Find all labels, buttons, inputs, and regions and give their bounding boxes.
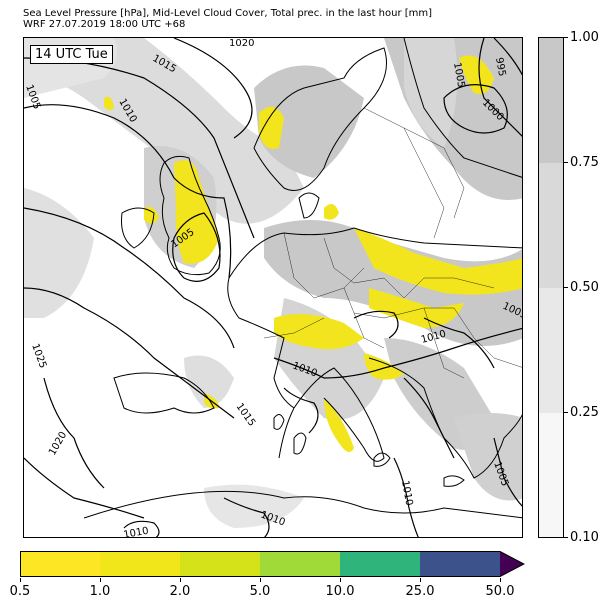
cloud-seg-075-100 xyxy=(539,38,563,163)
cloud-tick-label: 0.25 xyxy=(570,405,599,420)
prec-seg-5.0-10.0 xyxy=(260,551,340,577)
precipitation-colorbar xyxy=(20,551,525,577)
prec-tick-label: 1.0 xyxy=(89,584,111,599)
cloud-tick-mark xyxy=(564,162,568,163)
coastlines xyxy=(83,38,522,519)
prec-seg-0.5-1.0 xyxy=(20,551,100,577)
cloud-seg-025-050 xyxy=(539,288,563,413)
prec-seg-25.0-50.0 xyxy=(420,551,500,577)
prec-tick-mark xyxy=(20,578,21,582)
cloud-tick-label: 0.75 xyxy=(570,155,599,170)
map-canvas: 1020 1015 1005 1010 1005 1025 1020 1015 … xyxy=(24,38,522,538)
isobar-label: 1005 xyxy=(451,62,466,89)
cloud-tick-mark xyxy=(564,37,568,38)
cloud-seg-050-075 xyxy=(539,163,563,288)
isobar-label: 1020 xyxy=(229,38,254,49)
cloud-tick-label: 1.00 xyxy=(570,30,599,45)
prec-tick-mark xyxy=(260,578,261,582)
prec-tick-mark xyxy=(180,578,181,582)
cloud-cover-colorbar xyxy=(538,37,564,538)
isobar-label: 1020 xyxy=(47,430,69,458)
isobar-label: 1025 xyxy=(29,342,48,370)
chart-title: Sea Level Pressure [hPa], Mid-Level Clou… xyxy=(23,8,433,19)
cloud-tick-mark xyxy=(564,537,568,538)
isobar-label: 1010 xyxy=(399,480,414,507)
prec-extend-arrow xyxy=(500,551,524,577)
isobar-label: 1010 xyxy=(420,329,447,346)
prec-seg-2.0-5.0 xyxy=(180,551,260,577)
prec-tick-label: 5.0 xyxy=(249,584,271,599)
prec-tick-mark xyxy=(500,578,501,582)
prec-tick-mark xyxy=(420,578,421,582)
prec-tick-label: 2.0 xyxy=(169,584,191,599)
prec-tick-mark xyxy=(340,578,341,582)
prec-seg-10.0-25.0 xyxy=(340,551,420,577)
prec-tick-label: 25.0 xyxy=(405,584,435,599)
cloud-seg-010-025 xyxy=(539,413,563,537)
prec-tick-label: 50.0 xyxy=(485,584,515,599)
cloud-tick-mark xyxy=(564,287,568,288)
prec-tick-label: 10.0 xyxy=(325,584,355,599)
isobar-label: 995 xyxy=(493,57,507,78)
cloud-tick-mark xyxy=(564,412,568,413)
run-info: WRF 27.07.2019 18:00 UTC +68 xyxy=(23,19,186,30)
valid-time-label: 14 UTC Tue xyxy=(30,45,113,64)
cloud-tick-label: 0.50 xyxy=(570,280,599,295)
prec-tick-label: 0.5 xyxy=(9,584,31,599)
cloud-tick-label: 0.10 xyxy=(570,530,599,545)
isobar-label: 1010 xyxy=(123,526,150,538)
weather-map: 1020 1015 1005 1010 1005 1025 1020 1015 … xyxy=(23,37,523,538)
prec-tick-mark xyxy=(100,578,101,582)
isobar-label: 1015 xyxy=(234,401,258,428)
prec-seg-1.0-2.0 xyxy=(100,551,180,577)
